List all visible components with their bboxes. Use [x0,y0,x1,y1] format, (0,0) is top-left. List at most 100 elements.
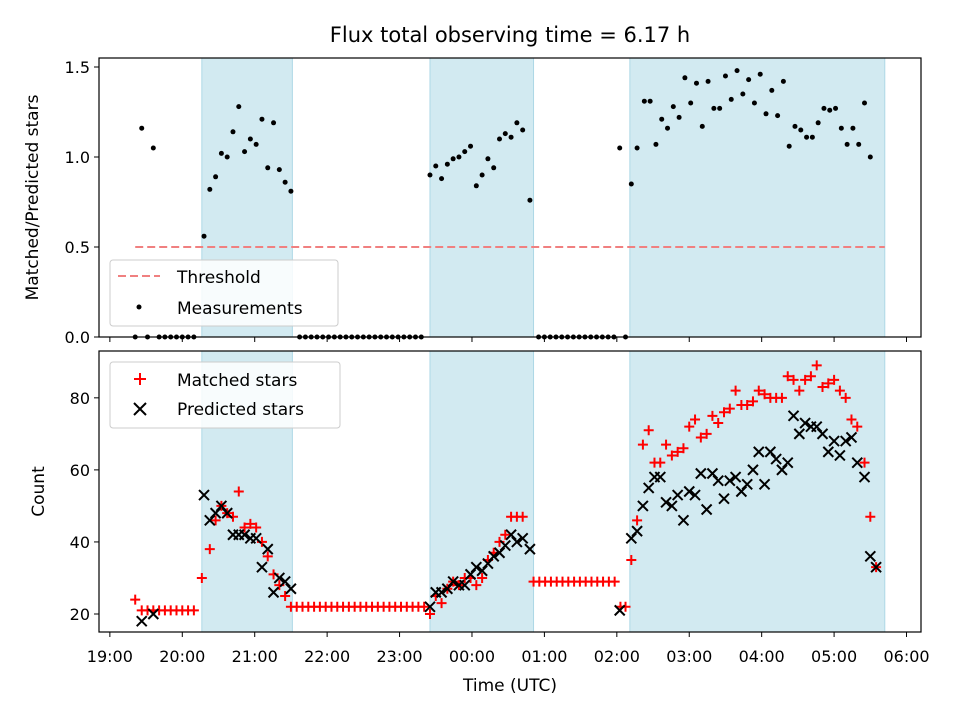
predicted-point [747,464,759,476]
predicted-point [839,435,852,447]
measurement-point [717,105,723,111]
ratio-observing-span-2 [629,57,886,338]
predicted-point [816,428,829,440]
predicted-point [262,543,274,555]
matched-point [251,522,262,533]
measurement-point [804,134,810,140]
matched-point [666,450,677,461]
measurement-point [433,163,439,169]
measurement-point [693,80,699,86]
predicted-point [631,525,643,537]
predicted-point [677,514,690,527]
measurement-point [838,125,844,131]
matched-point [280,590,291,601]
measurement-point [682,75,688,81]
predicted-point [712,474,724,487]
measurement-point [827,107,833,113]
measurement-point [740,91,746,97]
measurement-point [259,116,265,122]
predicted-point [136,615,148,627]
predicted-point [447,575,459,588]
x-tick-label: 00:00 [449,647,495,666]
measurement-point [699,123,705,129]
measurement-point [856,141,862,147]
x-tick-label: 04:00 [739,647,785,666]
measurement-point [705,78,711,84]
matched-point [719,407,730,418]
legend-predicted-label: Predicted stars [177,400,304,420]
measurement-point [809,134,815,140]
ratio-y-tick-label: 1.0 [65,148,90,167]
predicted-point [666,500,678,512]
ratio-panel: 0.0 0.5 1.0 1.5 Matched/Predicted stars Thres… [23,57,922,347]
predicted-point [729,471,742,483]
predicted-point [511,536,523,548]
predicted-point [285,583,297,595]
predicted-point [221,507,233,519]
x-tick-label: 06:00 [883,647,929,666]
matched-point [130,594,141,605]
predicted-point [787,410,800,422]
measurement-point [792,123,798,129]
legend-predicted-swatch [133,402,147,416]
measurement-point [271,120,277,126]
predicted-point [459,579,471,591]
matched-point [477,572,488,583]
measurement-point [201,233,207,239]
measurement-point [218,150,224,156]
measurement-point [282,179,288,185]
predicted-point [654,471,666,483]
predicted-point [864,550,877,563]
measurement-point [833,105,839,111]
predicted-point [858,471,871,483]
count-panel: 20 40 60 80 Count Matched stars Predicted star… [29,350,922,637]
predicted-point [273,572,286,584]
count-y-tick-label: 80 [70,389,90,408]
legend-threshold-label: Threshold [176,268,261,288]
matched-point [805,371,816,382]
predicted-point [724,474,736,487]
measurement-point [502,131,508,137]
matched-point [788,374,799,385]
measurement-point [450,156,456,162]
matched-point [643,425,654,436]
matched-point [672,446,683,457]
predicted-point [683,485,695,498]
matched-point [424,608,435,619]
measurement-point [508,134,514,140]
measurement-point [139,125,145,131]
measurement-point [496,136,502,142]
predicted-point [700,503,713,516]
predicted-point [435,586,448,599]
measurement-point [213,174,219,180]
predicted-point [753,446,765,458]
matched-point [747,396,758,407]
measurement-point [439,176,445,182]
predicted-point [256,561,268,573]
predicted-point [499,539,512,552]
matched-point [419,601,430,612]
ratio-y-tick-label: 0.0 [65,328,90,347]
measurement-point [844,141,850,147]
matched-point [678,443,689,454]
legend-measurement-swatch [136,304,142,310]
matched-point [829,374,840,385]
matched-point [759,389,770,400]
predicted-point [487,550,500,563]
measurement-point [265,165,271,171]
matched-point [707,410,718,421]
matched-point [609,576,620,587]
predicted-point [637,500,649,512]
predicted-point [828,435,840,447]
x-tick-label: 03:00 [666,647,712,666]
matched-point [742,400,753,411]
matched-point [661,439,672,450]
measurement-point [224,154,230,160]
chart-title: Flux total observing time = 6.17 h [330,23,690,47]
matched-point [690,414,701,425]
measurement-point [150,145,156,151]
matched-point [730,385,741,396]
matched-point [800,374,811,385]
matched-point [782,371,793,382]
